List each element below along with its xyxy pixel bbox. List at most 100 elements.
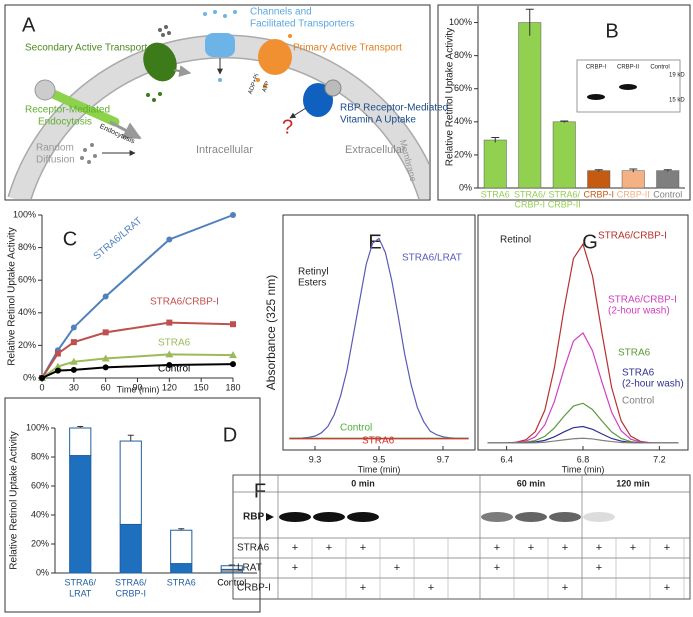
x-tick-label: CRBP-II [548, 199, 581, 209]
line [289, 237, 469, 439]
x-tick-label: STRA6/ [64, 577, 96, 587]
marker [39, 375, 45, 381]
cell: + [664, 582, 670, 594]
series-label: STRA6/LRAT [402, 253, 462, 264]
error-bar [178, 528, 185, 531]
cell: + [292, 562, 298, 574]
x-tick-label: 120 [162, 382, 177, 392]
y-tick-label: 60% [18, 275, 36, 285]
y-tick-label: 0% [23, 372, 36, 382]
band-label: RBP [243, 512, 264, 523]
band [481, 512, 513, 522]
error-bar [629, 168, 638, 173]
label: Intracellular [196, 144, 253, 156]
error-bar [491, 137, 500, 143]
band [415, 512, 447, 522]
marker [102, 329, 109, 336]
arrow [173, 65, 192, 77]
inset-marker-label: 15 kD [669, 98, 685, 104]
y-tick-label: 0% [459, 182, 472, 192]
line [487, 425, 679, 444]
line [487, 402, 679, 444]
cell: + [494, 562, 500, 574]
time-label: 60 min [517, 478, 546, 488]
cell: + [528, 542, 534, 554]
cell: + [562, 582, 568, 594]
label: Endocytosis [38, 117, 92, 128]
series-label: Control [622, 396, 654, 407]
line [487, 242, 679, 444]
line [41, 321, 234, 379]
inset-lane-label: Control [650, 65, 669, 71]
error-bar [228, 564, 235, 566]
x-axis-label: Time (min) [562, 464, 605, 474]
marker [54, 367, 61, 374]
series-label: STRA6/CRBP-I [598, 231, 667, 242]
x-tick-label: 6.8 [577, 454, 590, 464]
marker [101, 354, 110, 362]
y-axis-label: Relative Retinol Uptake Activity [9, 431, 20, 569]
dots [203, 10, 237, 82]
x-tick-label: 90 [132, 382, 142, 392]
panel-f: F 0 min 60 min 120 min RBP STRA6 + + + + + + + + + LRAT… [232, 474, 691, 600]
series-label: STRA6 [158, 338, 191, 349]
band-arrow [266, 513, 274, 521]
bar [587, 170, 611, 189]
y-tick-label: 80% [31, 451, 49, 461]
cell: + [326, 542, 332, 554]
y-tick-label: 20% [454, 149, 472, 159]
arrow [289, 107, 307, 119]
cell: + [360, 542, 366, 554]
marker [54, 350, 61, 357]
panel-label: B [605, 20, 618, 42]
time-label: 0 min [351, 478, 375, 488]
marker [69, 357, 78, 365]
annotation: Retinyl [298, 267, 329, 278]
label: Channels and [250, 7, 312, 18]
panel-label: A [22, 14, 36, 36]
marker [166, 236, 173, 243]
bar [656, 170, 680, 189]
inset-lane-label: CRBP-II [617, 65, 639, 71]
band [381, 512, 413, 522]
x-axis-label: Time (min) [358, 464, 401, 474]
line [487, 437, 679, 444]
receptor-ball [34, 79, 56, 101]
cell: + [562, 542, 568, 554]
label: RBP Receptor-Mediated [340, 103, 448, 114]
marker [230, 321, 236, 328]
label: Diffusion [36, 155, 75, 166]
band [583, 512, 615, 522]
y-tick-label: 40% [18, 307, 36, 317]
x-tick-label: 180 [225, 382, 240, 392]
label: Facilitated Transporters [250, 19, 355, 30]
x-tick-label: CRBP-I [514, 199, 545, 209]
dots [158, 25, 171, 37]
cell: + [630, 542, 636, 554]
error-bar [594, 169, 603, 172]
channel [205, 33, 235, 57]
dots [256, 34, 292, 88]
cell: + [292, 542, 298, 554]
x-tick-label: CRBP-I [583, 189, 614, 199]
dots [80, 143, 97, 164]
bar-segment [119, 523, 142, 574]
series-label: STRA6/CRBP-I [150, 297, 219, 308]
marker [102, 293, 109, 300]
row-label: LRAT [237, 563, 262, 574]
dots [146, 92, 162, 102]
y-tick-label: 20% [18, 340, 36, 350]
panel-label: F [254, 480, 266, 502]
panel-frame [4, 397, 261, 613]
error-bar [525, 8, 534, 36]
cell: + [664, 542, 670, 554]
label: Secondary Active Transport [25, 43, 148, 54]
inset-band [587, 94, 605, 100]
time-label: 120 min [616, 478, 650, 488]
x-tick-label: 6.4 [500, 454, 513, 464]
series-label: STRA6/CRBP-I [608, 295, 677, 306]
error-bar [560, 120, 569, 123]
x-tick-label: STRA6/ [115, 577, 147, 587]
series-label: (2-hour wash) [622, 379, 684, 390]
